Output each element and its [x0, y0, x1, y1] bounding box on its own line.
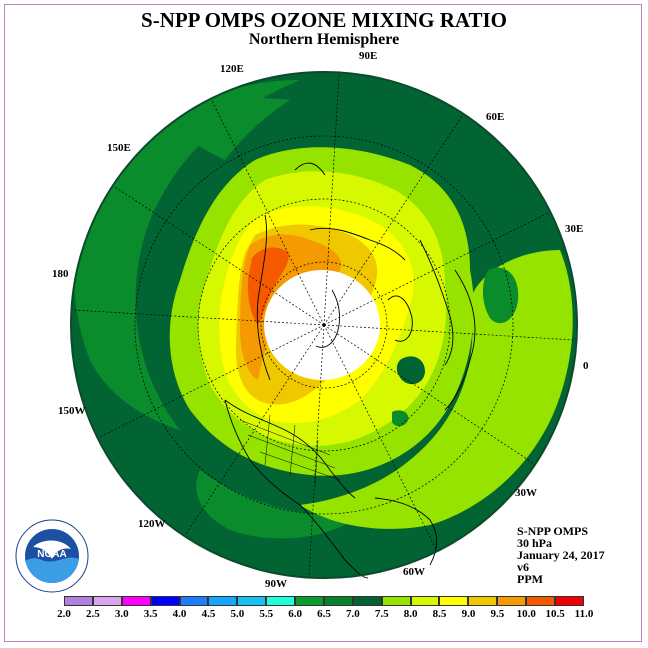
colorbar-tick-label: 10.5	[545, 608, 565, 620]
colorbar-tick-label: 11.0	[574, 608, 594, 620]
colorbar-swatch	[554, 596, 584, 606]
colorbar-swatch	[266, 596, 295, 606]
colorbar-swatch	[323, 596, 353, 606]
lon-label-120e: 120E	[220, 63, 244, 75]
colorbar-swatch	[352, 596, 382, 606]
colorbar-tick-label: 7.5	[374, 608, 389, 620]
map-title: S-NPP OMPS OZONE MIXING RATIO	[141, 8, 507, 32]
version-label: v6	[517, 560, 529, 574]
colorbar-tick-label: 8.5	[432, 608, 447, 620]
logo-text: NOAA	[37, 549, 66, 560]
colorbar-swatch	[295, 596, 324, 606]
coast-polar-islands	[315, 289, 341, 348]
us-state-borders	[239, 414, 341, 486]
instrument-label: S-NPP OMPS	[517, 524, 588, 538]
state-border-line	[239, 419, 331, 456]
state-border-line	[259, 451, 341, 481]
colorbar-swatch	[150, 596, 180, 606]
colorbar-tick-label: 2.5	[86, 608, 100, 620]
colorbar-swatch	[381, 596, 411, 606]
lon-label-30e: 30E	[565, 223, 584, 235]
colorbar-tick-label: 6.5	[317, 608, 331, 620]
noaa-logo: NOAA	[15, 519, 89, 593]
state-border-line	[247, 434, 336, 469]
coastlines	[224, 162, 476, 579]
colorbar-swatch	[497, 596, 526, 606]
colorbar-tick-label: 10.0	[516, 608, 536, 620]
colorbar-tick-label: 5.5	[259, 608, 274, 620]
colorbar-tick-label: 9.0	[461, 608, 476, 620]
colorbar-tick-label: 7.0	[346, 608, 360, 620]
ozone-island-east	[396, 356, 425, 385]
lon-label-60e: 60E	[486, 111, 505, 123]
colorbar-swatch	[439, 596, 469, 606]
colorbar-tick-label: 3.0	[114, 608, 129, 620]
image-frame	[4, 4, 642, 642]
date-label: January 24, 2017	[517, 548, 605, 562]
lon-label-150e: 150E	[107, 142, 131, 154]
ozone-level-6-5-south	[196, 470, 360, 539]
colorbar-swatch	[208, 596, 238, 606]
colorbar-tick-label: 3.5	[143, 608, 158, 620]
colorbar-swatch	[468, 596, 498, 606]
map-boundary	[70, 71, 578, 579]
colorbar-swatch	[92, 596, 122, 606]
coast-europe	[419, 239, 454, 366]
colorbar-tick-label: 5.0	[230, 608, 245, 620]
coast-north-america-east	[224, 399, 356, 499]
colorbar-tick-label: 9.5	[490, 608, 505, 620]
state-border-line	[289, 424, 296, 476]
units-label: PPM	[517, 572, 543, 586]
state-border-line	[314, 439, 319, 486]
lon-label-0: 0	[583, 360, 589, 372]
ozone-island-far-east	[482, 267, 519, 324]
colorbar-swatch	[64, 596, 93, 606]
map-subtitle: Northern Hemisphere	[248, 31, 400, 48]
latitude-circle-80	[260, 261, 388, 389]
colorbar-tick-label: 4.5	[201, 608, 216, 620]
ozone-level-10-0	[247, 247, 289, 325]
latitude-circles	[134, 135, 514, 515]
colorbar-swatch	[526, 596, 555, 606]
latitude-circle-60	[197, 198, 451, 452]
lon-label-150w: 150W	[58, 405, 86, 417]
coast-asia-arctic	[309, 227, 406, 261]
lon-label-90e: 90E	[359, 50, 378, 62]
coast-east-asia	[294, 162, 326, 176]
lon-label-120w: 120W	[138, 518, 166, 530]
ozone-level-6-5-north	[170, 98, 290, 160]
state-border-line	[264, 414, 271, 466]
colorbar-tick-label: 8.0	[403, 608, 418, 620]
lon-label-60w: 60W	[403, 566, 425, 578]
latitude-circle-40	[134, 135, 514, 515]
colorbar-tick-label: 4.0	[172, 608, 187, 620]
coast-north-america-west	[224, 399, 301, 506]
pressure-label: 30 hPa	[517, 536, 553, 550]
ozone-level-6-5-west	[73, 80, 300, 430]
ozone-field	[71, 72, 577, 578]
lon-label-90w: 90W	[265, 578, 287, 590]
colorbar-tick-label: 6.0	[288, 608, 302, 620]
lon-label-30w: 30W	[515, 487, 537, 499]
coast-africa	[444, 269, 476, 411]
product-info: S-NPP OMPS 30 hPa January 24, 2017 v6 PP…	[517, 525, 605, 585]
colorbar-swatch	[121, 596, 151, 606]
colorbar-swatch	[410, 596, 440, 606]
colorbar-swatch	[237, 596, 267, 606]
ozone-island-south	[392, 410, 409, 427]
colorbar	[64, 596, 584, 606]
coast-greenland	[387, 295, 413, 342]
lon-label-180: 180	[52, 268, 69, 280]
colorbar-swatch	[179, 596, 209, 606]
colorbar-tick-label: 2.0	[57, 608, 71, 620]
coast-bering	[256, 214, 271, 381]
